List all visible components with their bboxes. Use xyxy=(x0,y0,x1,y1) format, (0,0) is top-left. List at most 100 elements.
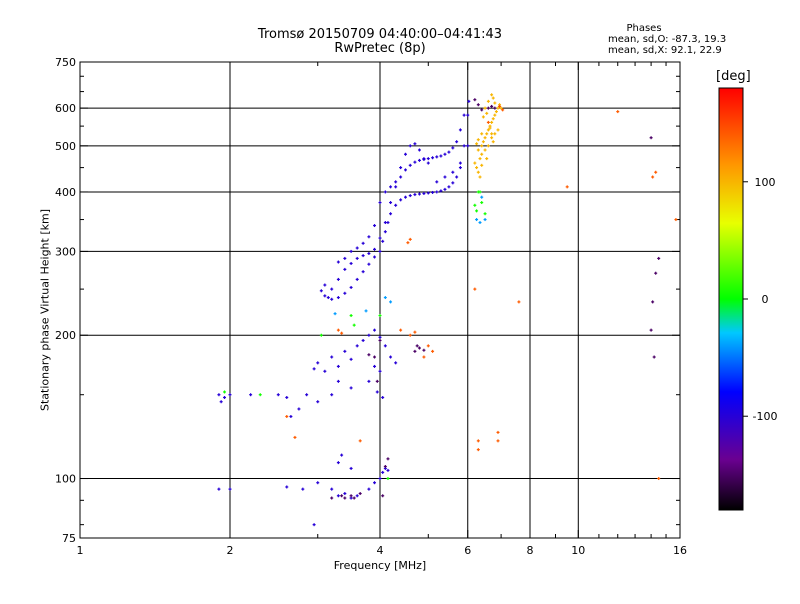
x-axis-label: Frequency [MHz] xyxy=(333,559,427,572)
x-tick-label: 1 xyxy=(77,544,84,557)
data-point xyxy=(367,379,371,383)
data-point xyxy=(491,117,495,121)
data-point xyxy=(352,323,356,327)
data-point xyxy=(651,300,655,304)
data-point xyxy=(458,128,462,132)
data-point xyxy=(355,344,359,348)
data-point xyxy=(343,496,347,500)
data-point xyxy=(483,148,487,152)
data-point xyxy=(373,224,377,228)
data-point xyxy=(364,309,368,313)
data-point xyxy=(373,328,377,332)
data-point xyxy=(486,106,490,110)
data-point xyxy=(473,203,477,207)
data-point xyxy=(389,212,393,216)
phases-heading: Phases xyxy=(626,23,662,34)
data-point xyxy=(426,344,430,348)
data-point xyxy=(217,393,221,397)
data-point xyxy=(361,270,365,274)
data-point xyxy=(399,328,403,332)
data-point xyxy=(480,144,484,148)
data-point xyxy=(361,241,365,245)
data-point xyxy=(373,481,377,485)
y-tick-label: 75 xyxy=(62,532,76,545)
data-point xyxy=(361,254,365,258)
y-tick-label: 300 xyxy=(55,245,76,258)
data-point xyxy=(383,296,387,300)
data-point xyxy=(473,287,477,291)
data-point xyxy=(330,496,334,500)
data-point xyxy=(451,170,455,174)
data-point xyxy=(480,108,484,112)
data-point xyxy=(367,235,371,239)
data-point xyxy=(480,163,484,167)
data-point xyxy=(485,157,489,161)
data-point xyxy=(435,155,439,159)
data-point xyxy=(336,364,340,368)
data-point xyxy=(367,353,371,357)
data-point xyxy=(386,221,390,225)
phases-o-stats: mean, sd,O: -87.3, 19.3 xyxy=(608,34,727,45)
colorbar-tick-label: 100 xyxy=(755,176,776,189)
colorbar-ticks: 100 0 -100 xyxy=(743,176,777,423)
data-point xyxy=(373,255,377,259)
data-point xyxy=(422,355,426,359)
y-tick-label: 100 xyxy=(55,473,76,486)
data-point xyxy=(417,158,421,162)
data-point xyxy=(330,487,334,491)
data-point xyxy=(439,189,443,193)
data-point xyxy=(455,140,459,144)
plot-axes: 1 2 4 6 8 10 16 75 100 200 300 400 500 600 750 xyxy=(55,56,687,557)
data-point xyxy=(389,201,393,205)
data-point xyxy=(349,285,353,289)
colorbar-label: [deg] xyxy=(716,69,751,84)
x-tick-label: 6 xyxy=(464,544,471,557)
data-point xyxy=(378,236,382,240)
data-point xyxy=(378,314,382,318)
data-point xyxy=(340,453,344,457)
data-point xyxy=(330,355,334,359)
data-point xyxy=(289,414,293,418)
data-point xyxy=(336,277,340,281)
data-point xyxy=(394,203,398,207)
data-point xyxy=(389,355,393,359)
data-point xyxy=(343,267,347,271)
data-point xyxy=(383,190,387,194)
data-point xyxy=(652,355,656,359)
data-point xyxy=(343,291,347,295)
data-point xyxy=(657,256,661,260)
data-point xyxy=(336,328,340,332)
data-point xyxy=(480,201,484,205)
data-point xyxy=(475,166,479,170)
data-point xyxy=(249,393,253,397)
data-point xyxy=(657,477,661,481)
data-point xyxy=(319,289,323,293)
data-point xyxy=(349,249,353,253)
data-point xyxy=(217,487,221,491)
data-point xyxy=(276,393,280,397)
data-point xyxy=(486,128,490,132)
data-point xyxy=(493,101,497,105)
data-point xyxy=(381,395,385,399)
grid-lines xyxy=(80,62,680,538)
data-point xyxy=(476,439,480,443)
data-point xyxy=(399,175,403,179)
data-point xyxy=(258,393,262,397)
y-tick-label: 600 xyxy=(55,102,76,115)
data-point xyxy=(674,218,678,222)
data-point xyxy=(493,132,497,136)
data-point xyxy=(490,132,494,136)
data-point xyxy=(616,110,620,114)
data-point xyxy=(330,393,334,397)
data-point xyxy=(219,400,223,404)
x-tick-label: 8 xyxy=(527,544,534,557)
data-point xyxy=(403,195,407,199)
x-tick-label: 10 xyxy=(571,544,585,557)
data-point xyxy=(458,166,462,170)
data-point xyxy=(501,108,505,112)
data-point xyxy=(367,251,371,255)
data-point xyxy=(476,103,480,107)
data-point xyxy=(373,364,377,368)
chart-title: Tromsø 20150709 04:40:00–04:41:43 xyxy=(257,27,503,42)
data-point xyxy=(485,111,489,115)
